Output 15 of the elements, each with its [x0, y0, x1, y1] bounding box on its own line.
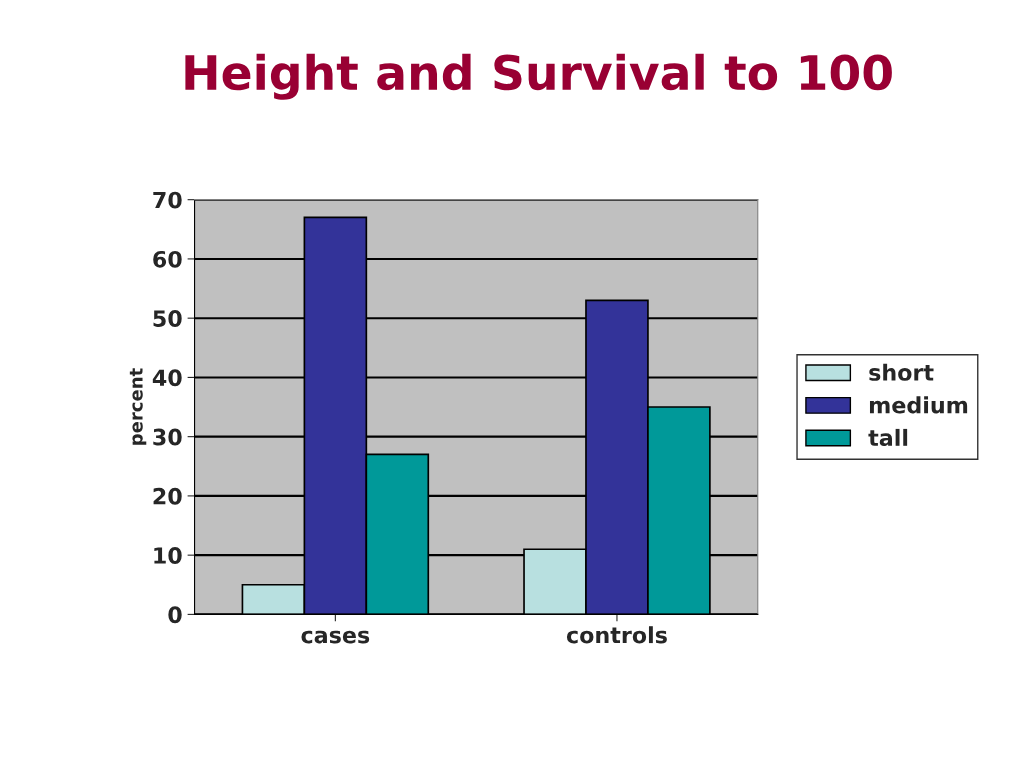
y-tick-label: 20 — [153, 487, 182, 505]
y-tick-label: 10 — [154, 547, 182, 564]
x-tick-label: controls — [566, 626, 667, 644]
chart-title: Height and Survival to 100 — [185, 53, 892, 100]
y-tick-label: 70 — [153, 191, 182, 209]
y-tick-label: 60 — [153, 250, 182, 268]
legend-label: medium — [869, 396, 968, 414]
legend-label: tall — [868, 428, 908, 447]
x-tick-label: cases — [301, 630, 370, 644]
y-axis-title: percent — [129, 368, 147, 445]
y-tick-label: 40 — [152, 369, 182, 387]
y-tick-label: 0 — [168, 606, 182, 624]
y-tick-label: 50 — [153, 310, 182, 327]
y-tick-label: 30 — [153, 428, 182, 446]
legend-label: short — [869, 363, 934, 381]
